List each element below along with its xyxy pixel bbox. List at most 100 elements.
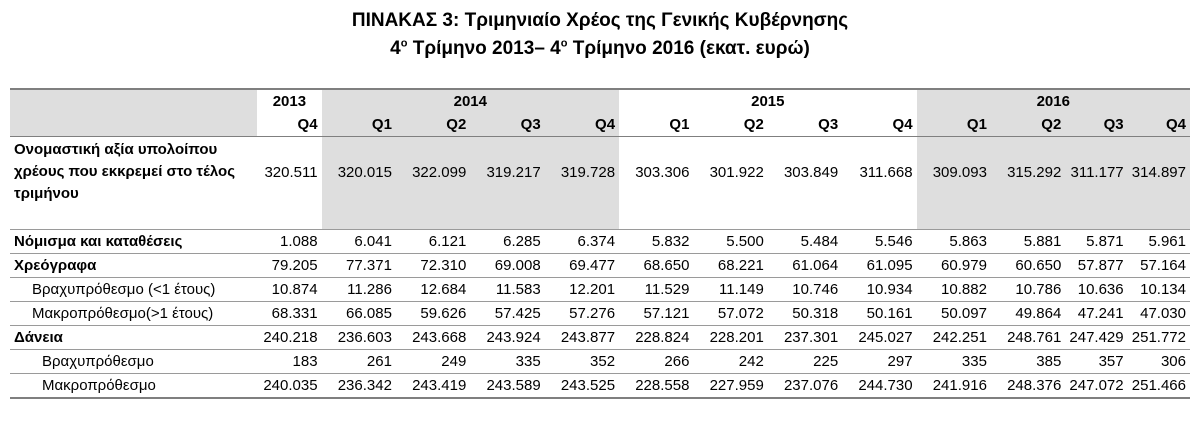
table-cell: 243.589 <box>470 373 545 399</box>
spacer-cell <box>693 207 768 230</box>
quarter-header: Q4 <box>1127 113 1190 137</box>
table-title: ΠΙΝΑΚΑΣ 3: Τριμηνιαίο Χρέος της Γενικής … <box>0 10 1200 32</box>
table-cell: 10.636 <box>1065 277 1128 302</box>
table-cell: 242 <box>693 349 768 374</box>
table-cell: 335 <box>916 349 991 374</box>
table-cell: 5.500 <box>693 229 768 254</box>
table-cell: 50.161 <box>842 301 917 326</box>
table-row-securities-long-term: Μακροπρόθεσμο(>1 έτους) 68.331 66.085 59… <box>10 301 1190 326</box>
table-cell: 266 <box>619 349 694 374</box>
table-cell: 12.201 <box>544 277 620 302</box>
debt-table: 2013 2014 2015 2016 Q4 Q1 Q2 Q3 Q4 Q1 Q2… <box>10 88 1190 399</box>
quarter-header: Q2 <box>693 113 768 137</box>
quarter-header: Q1 <box>916 113 991 137</box>
table-cell: 12.684 <box>395 277 471 302</box>
table-cell: 10.134 <box>1127 277 1190 302</box>
table-cell: 352 <box>544 349 620 374</box>
table-cell: 251.772 <box>1127 325 1190 350</box>
table-cell: 301.922 <box>709 163 764 181</box>
table-cell: 385 <box>990 349 1066 374</box>
table-cell: 306 <box>1127 349 1190 374</box>
table-cell: 314.897 <box>1127 136 1190 207</box>
table-cell: 5.863 <box>916 229 991 254</box>
table-cell: 225 <box>767 349 843 374</box>
table-cell: 57.072 <box>693 301 768 326</box>
spacer-cell <box>619 207 694 230</box>
subtitle-part: 4 <box>390 38 401 59</box>
row-label: Μακροπρόθεσμο(>1 έτους) <box>10 301 258 326</box>
quarter-header: Q4 <box>842 113 917 137</box>
spacer-cell <box>767 207 843 230</box>
table-row-currency-deposits: Νόμισμα και καταθέσεις 1.088 6.041 6.121… <box>10 229 1190 254</box>
table-cell: 10.874 <box>257 277 322 302</box>
table-cell: 245.027 <box>842 325 917 350</box>
table-cell: 11.583 <box>470 277 545 302</box>
spacer-cell <box>916 207 991 230</box>
table-cell: 6.285 <box>470 229 545 254</box>
row-label: Μακροπρόθεσμο <box>10 373 258 399</box>
table-cell: 69.477 <box>544 253 620 278</box>
spacer-cell <box>257 207 322 230</box>
table-cell: 243.419 <box>395 373 471 399</box>
table-cell: 5.832 <box>619 229 694 254</box>
table-cell: 47.241 <box>1065 301 1128 326</box>
table-cell: 5.871 <box>1065 229 1128 254</box>
table-cell: 236.342 <box>321 373 396 399</box>
table-cell: 60.979 <box>916 253 991 278</box>
table-cell: 236.603 <box>321 325 396 350</box>
table-cell: 261 <box>321 349 396 374</box>
table-cell: 243.668 <box>395 325 471 350</box>
table-cell: 319.728 <box>544 136 620 207</box>
table-cell: 50.318 <box>767 301 843 326</box>
row-label: Δάνεια <box>10 325 258 350</box>
table-row-securities: Χρεόγραφα 79.205 77.371 72.310 69.008 69… <box>10 253 1190 278</box>
row-label: Χρεόγραφα <box>10 253 258 278</box>
year-header-row: 2013 2014 2015 2016 <box>10 88 1190 113</box>
table-cell: 68.221 <box>693 253 768 278</box>
table-cell: 248.761 <box>990 325 1066 350</box>
table-cell: 49.864 <box>990 301 1066 326</box>
table-cell: 228.201 <box>693 325 768 350</box>
row-label: Βραχυπρόθεσμο (<1 έτους) <box>10 277 258 302</box>
table-cell: 59.626 <box>395 301 471 326</box>
row-label: Νόμισμα και καταθέσεις <box>10 229 258 254</box>
table-cell: 228.558 <box>619 373 694 399</box>
table-cell: 61.095 <box>842 253 917 278</box>
table-cell: 303.849 <box>783 163 839 181</box>
table-cell: 249 <box>395 349 471 374</box>
table-cell: 11.286 <box>321 277 396 302</box>
spacer-cell <box>470 207 545 230</box>
year-2016: 2016 <box>916 88 1190 113</box>
quarter-header: Q3 <box>1065 113 1128 137</box>
spacer-cell <box>395 207 471 230</box>
table-cell: 5.881 <box>990 229 1066 254</box>
table-cell: 10.746 <box>767 277 843 302</box>
spacer-cell <box>544 207 620 230</box>
table-row-loans-short-term: Βραχυπρόθεσμο 183 261 249 335 352 266 24… <box>10 349 1190 374</box>
table-cell: 5.484 <box>767 229 843 254</box>
table-cell: 60.650 <box>990 253 1066 278</box>
table-cell: 311.668 <box>859 163 913 181</box>
table-cell: 11.149 <box>693 277 768 302</box>
table-cell: 228.824 <box>619 325 694 350</box>
debt-table-container: 2013 2014 2015 2016 Q4 Q1 Q2 Q3 Q4 Q1 Q2… <box>10 88 1190 399</box>
quarter-header: Q4 <box>257 113 322 137</box>
spacer-cell <box>842 207 917 230</box>
table-cell: 77.371 <box>321 253 396 278</box>
table-cell: 183 <box>257 349 322 374</box>
table-cell: 242.251 <box>916 325 991 350</box>
table-cell: 68.650 <box>619 253 694 278</box>
table-cell: 237.076 <box>767 373 843 399</box>
table-cell: 243.525 <box>544 373 620 399</box>
table-cell: 319.217 <box>470 136 545 207</box>
table-cell: 5.961 <box>1127 229 1190 254</box>
quarter-header-row: Q4 Q1 Q2 Q3 Q4 Q1 Q2 Q3 Q4 Q1 Q2 Q3 Q4 <box>10 113 1190 137</box>
table-cell: 320.015 <box>321 136 396 207</box>
table-cell: 303.306 <box>635 163 690 181</box>
table-cell: 6.121 <box>395 229 471 254</box>
quarter-header: Q3 <box>470 113 545 137</box>
table-cell: 72.310 <box>395 253 471 278</box>
table-cell: 57.425 <box>470 301 545 326</box>
quarter-header: Q1 <box>619 113 694 137</box>
spacer-cell <box>990 207 1066 230</box>
